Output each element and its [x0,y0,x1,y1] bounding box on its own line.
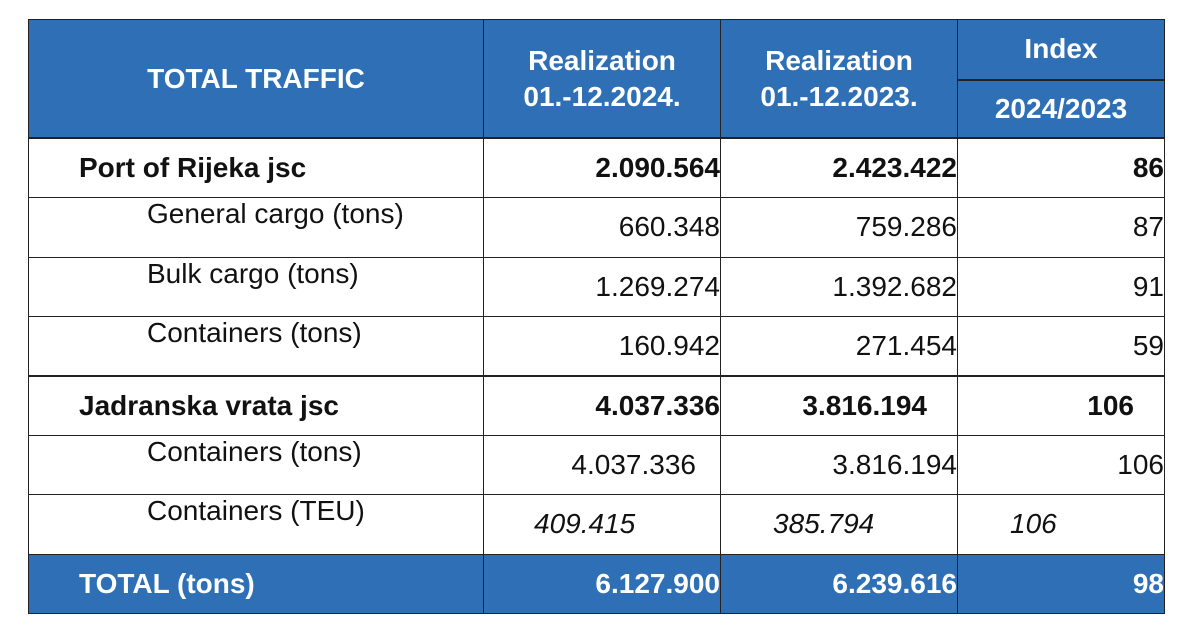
total-value-2024: 6.127.900 [483,553,721,615]
value-2024: 660.348 [483,197,721,258]
row-label: Containers (TEU) [28,494,484,555]
value-index: 59 [957,315,1165,377]
table-row: Bulk cargo (tons) 1.269.274 1.392.682 91 [28,256,1165,317]
value-index: 106 [957,494,1165,555]
table-row: Containers (tons) 160.942 271.454 59 [28,315,1165,377]
value-2023: 271.454 [720,315,958,377]
row-label: General cargo (tons) [28,197,484,258]
header-realization-2024-line1: Realization [528,44,676,76]
row-label: Bulk cargo (tons) [28,256,484,317]
header-total-traffic: TOTAL TRAFFIC [28,19,484,139]
header-realization-2023-line1: Realization [765,44,913,76]
value-2024: 4.037.336 [483,374,721,436]
value-2023: 3.816.194 [720,374,958,436]
value-2023: 385.794 [720,494,958,555]
header-index-period: 2024/2023 [957,79,1165,139]
table-row: Containers (TEU) 409.415 385.794 106 [28,494,1165,555]
value-2023: 759.286 [720,197,958,258]
value-2024: 160.942 [483,315,721,377]
value-2023: 2.423.422 [720,137,958,199]
value-2024: 4.037.336 [483,434,721,496]
value-2023: 1.392.682 [720,256,958,317]
table-row-port-of-rijeka: Port of Rijeka jsc 2.090.564 2.423.422 8… [28,137,1165,199]
value-index: 106 [957,374,1165,436]
total-value-index: 98 [957,553,1165,615]
row-label: Jadranska vrata jsc [28,374,484,436]
header-realization-2023-line2: 01.-12.2023. [760,80,918,112]
value-index: 87 [957,197,1165,258]
table-row: Containers (tons) 4.037.336 3.816.194 10… [28,434,1165,496]
table-row-jadranska-vrata: Jadranska vrata jsc 4.037.336 3.816.194 … [28,374,1165,436]
value-index: 91 [957,256,1165,317]
table-row: General cargo (tons) 660.348 759.286 87 [28,197,1165,258]
value-2024: 1.269.274 [483,256,721,317]
row-label: Containers (tons) [28,315,484,377]
value-2024: 409.415 [483,494,721,555]
header-realization-2023: Realization 01.-12.2023. [720,19,958,139]
row-label: Containers (tons) [28,434,484,496]
header-index: Index [957,18,1165,81]
value-index: 106 [957,434,1165,496]
header-realization-2024-line2: 01.-12.2024. [523,80,681,112]
total-label: TOTAL (tons) [28,553,484,615]
table-row-total: TOTAL (tons) 6.127.900 6.239.616 98 [28,553,1165,615]
row-label: Port of Rijeka jsc [28,137,484,199]
value-2023: 3.816.194 [720,434,958,496]
value-index: 86 [957,137,1165,199]
value-2024: 2.090.564 [483,137,721,199]
total-traffic-table: TOTAL TRAFFIC Realization 01.-12.2024. R… [28,18,1165,615]
header-realization-2024: Realization 01.-12.2024. [483,19,721,139]
total-value-2023: 6.239.616 [720,553,958,615]
